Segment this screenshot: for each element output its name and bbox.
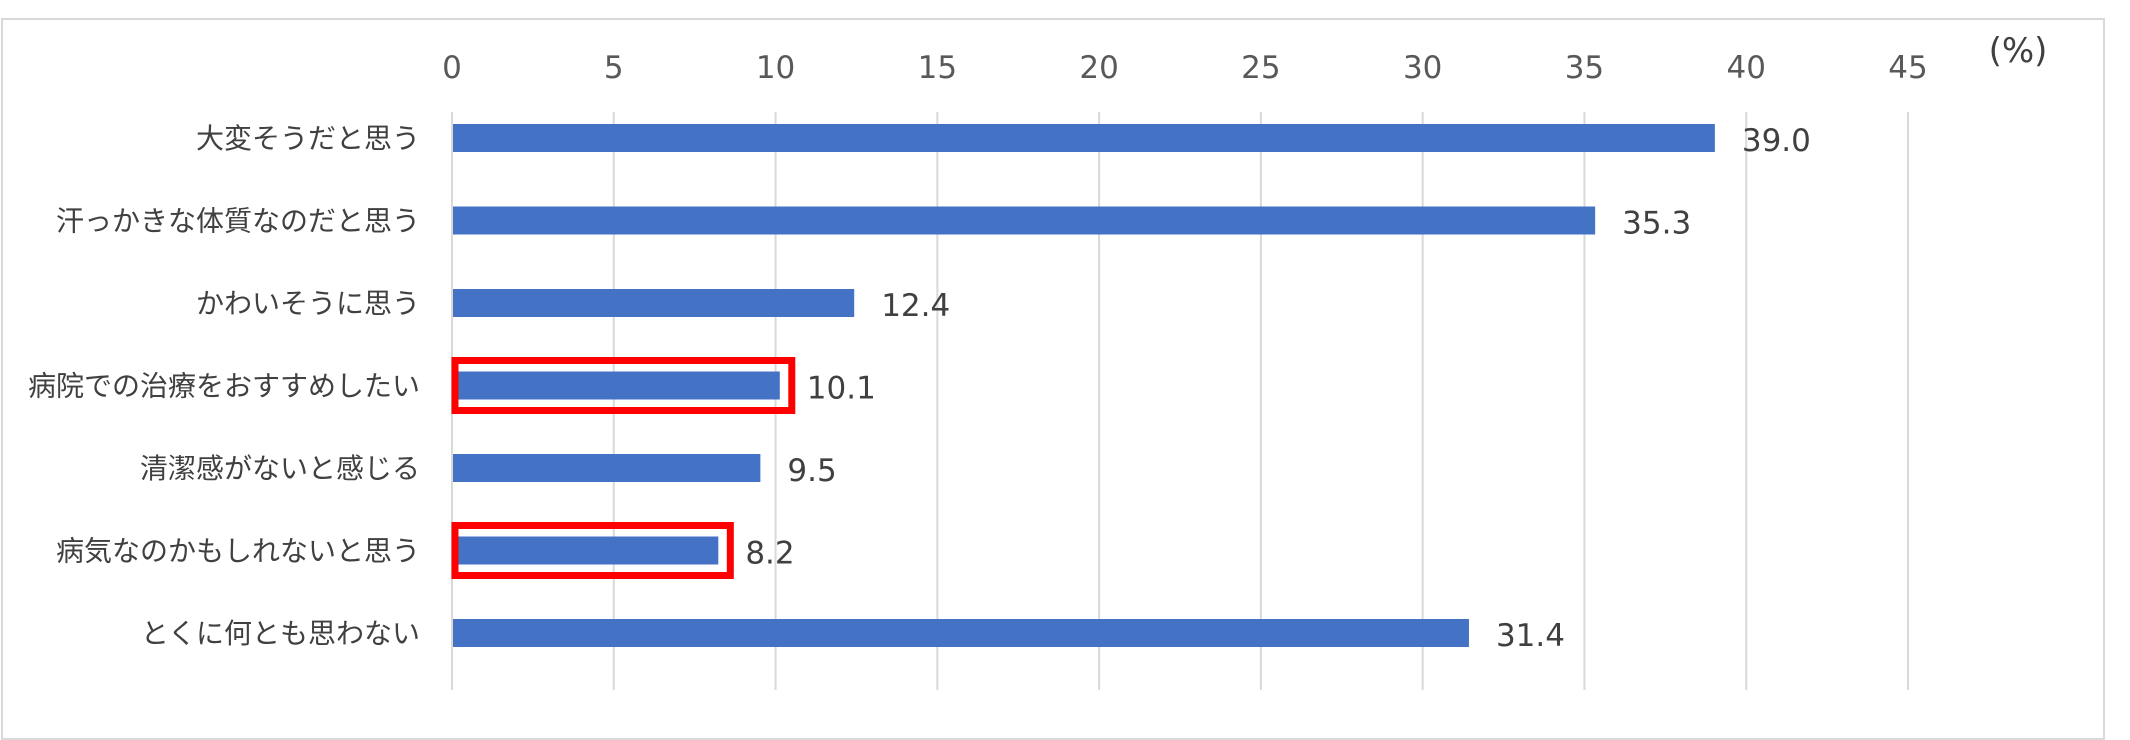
x-tick-label: 30 <box>1403 50 1442 86</box>
category-label: かわいそうに思う <box>196 287 420 320</box>
category-label: 大変そうだと思う <box>196 122 420 155</box>
bar <box>453 536 719 565</box>
bar <box>453 289 855 317</box>
value-label: 12.4 <box>881 288 950 324</box>
category-label: 清潔感がないと感じる <box>140 452 420 485</box>
bar <box>453 454 761 482</box>
value-label: 9.5 <box>787 453 836 489</box>
bar <box>453 206 1596 235</box>
x-tick-label: 5 <box>604 50 624 86</box>
x-tick-label: 10 <box>756 50 795 86</box>
x-tick-label: 40 <box>1726 50 1765 86</box>
value-label: 31.4 <box>1496 618 1565 654</box>
x-tick-label: 45 <box>1888 50 1927 86</box>
unit-label: (%) <box>1989 31 2048 71</box>
x-tick-label: 20 <box>1079 50 1118 86</box>
bar <box>453 619 1469 647</box>
bar <box>453 124 1715 152</box>
x-axis-ticks: 0 5 10 15 20 25 30 35 40 45 <box>442 50 1928 86</box>
x-tick-label: 15 <box>918 50 957 86</box>
x-tick-label: 35 <box>1565 50 1604 86</box>
value-label: 8.2 <box>745 536 794 572</box>
bar <box>453 371 780 400</box>
x-tick-label: 25 <box>1241 50 1280 86</box>
grid-lines <box>451 112 1909 690</box>
category-labels: 大変そうだと思う汗っかきな体質なのだと思うかわいそうに思う病院での治療をおすすめ… <box>28 122 420 650</box>
category-label: とくに何とも思わない <box>141 617 420 650</box>
value-label: 35.3 <box>1622 206 1691 242</box>
value-label: 10.1 <box>807 371 876 407</box>
category-label: 病院での治療をおすすめしたい <box>28 370 420 403</box>
highlight-box <box>451 522 734 579</box>
bars <box>453 124 1715 647</box>
value-label: 39.0 <box>1742 123 1811 159</box>
x-tick-label: 0 <box>442 50 462 86</box>
value-labels: 39.0 35.3 12.4 10.1 9.5 8.2 31.4 <box>745 123 1811 654</box>
category-label: 病気なのかもしれないと思う <box>56 535 420 568</box>
highlight-box <box>451 357 796 414</box>
highlight-boxes <box>451 357 796 579</box>
category-label: 汗っかきな体質なのだと思う <box>56 205 420 238</box>
